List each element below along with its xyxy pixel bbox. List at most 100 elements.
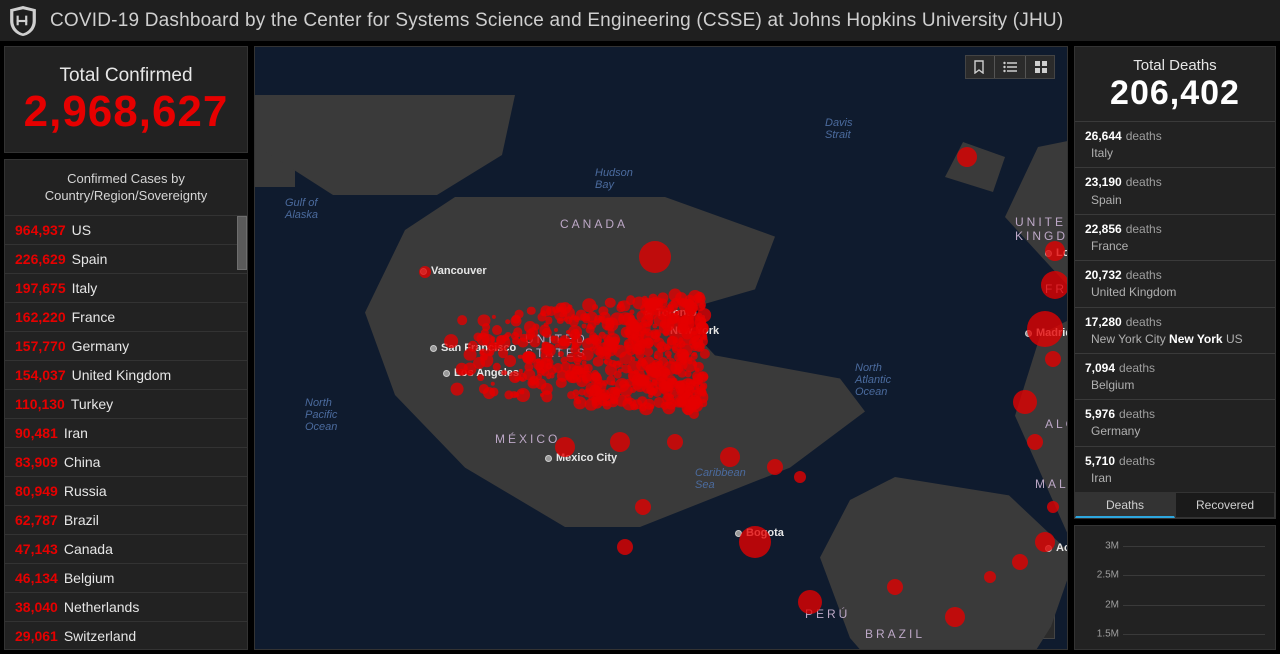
deaths-row[interactable]: 5,710deathsIran bbox=[1075, 446, 1275, 492]
total-confirmed-value: 2,968,627 bbox=[13, 87, 239, 138]
cases-row-country: Belgium bbox=[64, 570, 115, 586]
chart-ytick: 2.5M bbox=[1085, 570, 1119, 581]
cases-row-count: 157,770 bbox=[15, 338, 66, 354]
cases-row[interactable]: 83,909 China bbox=[5, 448, 247, 477]
deaths-row[interactable]: 7,094deathsBelgium bbox=[1075, 353, 1275, 399]
deaths-row-location: Iran bbox=[1085, 470, 1265, 486]
cases-row-count: 197,675 bbox=[15, 280, 66, 296]
deaths-row[interactable]: 5,976deathsGermany bbox=[1075, 399, 1275, 445]
cases-row-country: Switzerland bbox=[64, 628, 136, 644]
cases-row-count: 90,481 bbox=[15, 425, 58, 441]
deaths-row-location: New York City New York US bbox=[1085, 331, 1265, 347]
cases-row-count: 154,037 bbox=[15, 367, 66, 383]
chart-gridline bbox=[1123, 605, 1265, 606]
deaths-row[interactable]: 23,190deathsSpain bbox=[1075, 167, 1275, 213]
map-water-label: HudsonBay bbox=[595, 167, 633, 191]
deaths-row-word: deaths bbox=[1126, 315, 1162, 329]
app-header: COVID-19 Dashboard by the Center for Sys… bbox=[0, 0, 1280, 42]
cases-row-count: 226,629 bbox=[15, 251, 66, 267]
case-marker bbox=[701, 333, 707, 339]
header-title: COVID-19 Dashboard by the Center for Sys… bbox=[50, 10, 1063, 32]
cases-row[interactable]: 47,143Canada bbox=[5, 535, 247, 564]
tab-recovered[interactable]: Recovered bbox=[1175, 492, 1275, 518]
cases-row-country: Russia bbox=[64, 483, 107, 499]
map-water-label: NorthPacificOcean bbox=[305, 397, 337, 433]
cases-row-count: 80,949 bbox=[15, 483, 58, 499]
cases-row[interactable]: 38,040Netherlands bbox=[5, 593, 247, 622]
deaths-list[interactable]: 26,644deathsItaly23,190deathsSpain22,856… bbox=[1075, 121, 1275, 492]
deaths-row-count: 17,280 bbox=[1085, 315, 1122, 329]
case-marker bbox=[739, 526, 771, 558]
chart-ytick: 1.5M bbox=[1085, 628, 1119, 639]
deaths-row-count: 26,644 bbox=[1085, 129, 1122, 143]
cases-row-count: 62,787 bbox=[15, 512, 58, 528]
cases-row-country: Spain bbox=[72, 251, 108, 267]
case-marker bbox=[798, 590, 822, 614]
landmass bbox=[945, 142, 1005, 192]
grid-icon[interactable] bbox=[1028, 56, 1054, 78]
total-confirmed-panel: Total Confirmed 2,968,627 bbox=[4, 46, 248, 153]
cases-row[interactable]: 110,130Turkey bbox=[5, 390, 247, 419]
case-marker bbox=[695, 317, 706, 328]
cases-panel: Confirmed Cases by Country/Region/Sovere… bbox=[4, 159, 248, 650]
cases-row[interactable]: 226,629 Spain bbox=[5, 245, 247, 274]
cases-row-country: China bbox=[64, 454, 101, 470]
deaths-row-location: United Kingdom bbox=[1085, 284, 1265, 300]
chart-ytick: 2M bbox=[1085, 599, 1119, 610]
cases-row[interactable]: 46,134Belgium bbox=[5, 564, 247, 593]
deaths-panel: Total Deaths 206,402 26,644deathsItaly23… bbox=[1074, 46, 1276, 519]
bookmark-icon[interactable] bbox=[966, 56, 992, 78]
deaths-row-count: 5,710 bbox=[1085, 454, 1115, 468]
cases-row[interactable]: 157,770Germany bbox=[5, 332, 247, 361]
cases-row-country: Italy bbox=[72, 280, 98, 296]
tab-deaths[interactable]: Deaths bbox=[1075, 492, 1175, 518]
cases-row[interactable]: 154,037United Kingdom bbox=[5, 361, 247, 390]
deaths-tabs: Deaths Recovered bbox=[1075, 492, 1275, 518]
deaths-row-location: France bbox=[1085, 238, 1265, 254]
deaths-row[interactable]: 20,732deathsUnited Kingdom bbox=[1075, 260, 1275, 306]
scrollbar-thumb[interactable] bbox=[237, 216, 247, 270]
deaths-row[interactable]: 22,856deathsFrance bbox=[1075, 214, 1275, 260]
cases-row[interactable]: 62,787 Brazil bbox=[5, 506, 247, 535]
chart-gridline bbox=[1123, 634, 1265, 635]
cases-row-country: Netherlands bbox=[64, 599, 140, 615]
cases-row-count: 162,220 bbox=[15, 309, 66, 325]
case-marker bbox=[699, 333, 706, 340]
case-marker bbox=[617, 539, 633, 555]
cases-row[interactable]: 162,220France bbox=[5, 303, 247, 332]
case-marker bbox=[699, 318, 706, 325]
map-water-label: DavisStrait bbox=[825, 117, 853, 141]
right-column: Total Deaths 206,402 26,644deathsItaly23… bbox=[1074, 46, 1276, 650]
case-marker bbox=[689, 314, 694, 319]
deaths-row-location: Italy bbox=[1085, 145, 1265, 161]
cases-row[interactable]: 964,937US bbox=[5, 216, 247, 245]
case-marker bbox=[697, 313, 701, 317]
chart-ytick: 3M bbox=[1085, 541, 1119, 552]
map-panel[interactable]: + − Gulf ofAlaskaHudsonBayDavisStraitNor… bbox=[254, 46, 1068, 650]
deaths-row[interactable]: 26,644deathsItaly bbox=[1075, 121, 1275, 167]
cases-row-count: 29,061 bbox=[15, 628, 58, 644]
case-marker bbox=[696, 321, 709, 334]
map-city-label: Bogota bbox=[735, 527, 784, 539]
deaths-row-word: deaths bbox=[1119, 407, 1155, 421]
landmass bbox=[1005, 107, 1068, 307]
deaths-row-word: deaths bbox=[1126, 222, 1162, 236]
deaths-row-word: deaths bbox=[1119, 361, 1155, 375]
cases-row-count: 83,909 bbox=[15, 454, 58, 470]
case-marker bbox=[702, 333, 707, 338]
cases-row[interactable]: 29,061 Switzerland bbox=[5, 622, 247, 649]
cases-row-country: Brazil bbox=[64, 512, 99, 528]
cases-list[interactable]: 964,937US 226,629 Spain 197,675 Italy 162,220… bbox=[5, 216, 247, 649]
list-icon[interactable] bbox=[997, 56, 1023, 78]
jhu-shield-icon bbox=[10, 6, 36, 36]
cases-row[interactable]: 80,949 Russia bbox=[5, 477, 247, 506]
cases-row[interactable]: 90,481Iran bbox=[5, 419, 247, 448]
chart-panel: 3M 2.5M 2M 1.5M bbox=[1074, 525, 1276, 650]
cases-row-country: US bbox=[72, 222, 91, 238]
main-layout: Total Confirmed 2,968,627 Confirmed Case… bbox=[0, 42, 1280, 654]
deaths-row[interactable]: 17,280 deaths New York City New York US bbox=[1075, 307, 1275, 353]
cases-row-country: Turkey bbox=[71, 396, 113, 412]
timeseries-chart: 3M 2.5M 2M 1.5M bbox=[1081, 532, 1269, 649]
cases-row[interactable]: 197,675 Italy bbox=[5, 274, 247, 303]
deaths-row-count: 20,732 bbox=[1085, 268, 1122, 282]
